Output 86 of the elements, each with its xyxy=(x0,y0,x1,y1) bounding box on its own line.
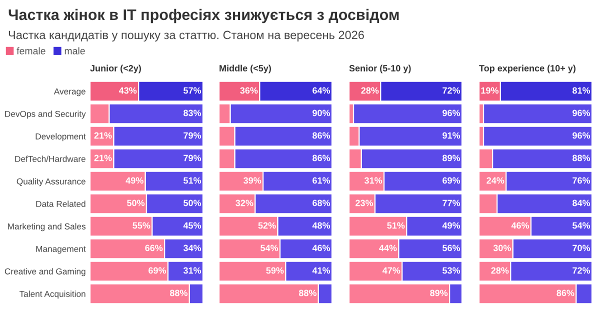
data-label: 91% xyxy=(442,132,460,139)
data-label: 70% xyxy=(572,244,590,252)
data-label: 61% xyxy=(312,177,330,184)
data-label: 34% xyxy=(183,244,202,252)
data-label: 31% xyxy=(364,177,382,184)
y-tick-label: Average xyxy=(54,88,86,96)
text: Частка кандидатів у пошуку за статтю. Станом на вересень 2026 xyxy=(8,30,364,42)
data-label: 36% xyxy=(240,87,258,94)
bar xyxy=(482,126,592,147)
data-label: 81% xyxy=(572,87,590,94)
data-label: 59% xyxy=(266,267,284,274)
data-label: 44% xyxy=(379,244,397,252)
data-label: 19% xyxy=(481,87,499,94)
data-label: 21% xyxy=(94,132,112,139)
data-label: 89% xyxy=(430,290,448,296)
data-label: 72% xyxy=(572,267,590,274)
data-label: 55% xyxy=(132,222,150,229)
data-label: 88% xyxy=(572,154,590,162)
data-label: 86% xyxy=(312,132,330,139)
data-label: 24% xyxy=(486,177,504,184)
y-tick-label: Creative and Gaming xyxy=(4,268,86,276)
data-label: 79% xyxy=(184,154,202,162)
data-label: 49% xyxy=(442,222,460,229)
data-label: 50% xyxy=(184,200,202,206)
legend-label: male xyxy=(64,47,85,54)
text: Частка жінок в IT професіях знижується з досвідом xyxy=(8,8,399,24)
data-label: 49% xyxy=(126,177,144,184)
data-label: 96% xyxy=(442,110,460,116)
y-tick-label: Talent Acquisition xyxy=(19,290,86,299)
data-label: 31% xyxy=(183,267,202,274)
data-label: 51% xyxy=(184,177,202,184)
data-label: 54% xyxy=(572,222,590,229)
data-label: 77% xyxy=(442,200,460,206)
bar xyxy=(482,103,592,124)
data-label: 30% xyxy=(493,244,511,252)
data-label: 96% xyxy=(572,132,590,139)
chart-title: Senior (5-10 y) xyxy=(349,64,411,74)
data-label: 79% xyxy=(184,132,202,139)
data-label: 86% xyxy=(312,154,330,162)
data-label: 76% xyxy=(572,177,590,184)
data-label: 56% xyxy=(442,244,460,252)
data-label: 46% xyxy=(312,244,330,252)
data-label: 23% xyxy=(356,200,374,206)
data-label: 45% xyxy=(183,222,202,229)
data-label: 39% xyxy=(244,177,262,184)
data-label: 46% xyxy=(511,222,530,229)
y-tick-label: Quality Assurance xyxy=(16,178,86,186)
data-label: 28% xyxy=(491,267,509,274)
y-tick-label: DefTech/Hardware xyxy=(15,156,86,162)
data-label: 66% xyxy=(145,244,163,252)
data-label: 53% xyxy=(442,267,460,274)
data-label: 41% xyxy=(312,267,330,274)
data-label: 69% xyxy=(442,177,460,184)
chart-title: Top experience (10+ y) xyxy=(479,64,576,74)
y-tick-label: DevOps and Security xyxy=(5,110,86,119)
data-label: 21% xyxy=(94,154,112,162)
data-label: 84% xyxy=(572,200,590,206)
data-label: 69% xyxy=(148,267,166,274)
data-label: 52% xyxy=(258,222,276,229)
data-label: 89% xyxy=(442,154,460,162)
data-label: 43% xyxy=(118,87,137,94)
data-label: 86% xyxy=(556,290,574,296)
data-label: 47% xyxy=(382,267,400,274)
data-label: 32% xyxy=(236,200,254,206)
data-label: 57% xyxy=(184,87,202,94)
bar xyxy=(352,103,462,124)
data-label: 72% xyxy=(442,87,460,94)
data-label: 96% xyxy=(572,110,590,116)
y-tick-label: Management xyxy=(36,246,86,254)
chart-title: Junior (<2y) xyxy=(90,64,141,74)
data-label: 54% xyxy=(260,244,278,252)
data-label: 68% xyxy=(312,200,330,206)
data-label: 48% xyxy=(312,222,330,229)
data-label: 88% xyxy=(170,290,188,296)
data-label: 51% xyxy=(387,222,405,229)
data-label: 88% xyxy=(298,290,317,296)
data-label: 28% xyxy=(361,87,379,94)
y-tick-label: Marketing and Sales xyxy=(8,223,86,232)
data-label: 50% xyxy=(127,200,145,206)
data-label: 64% xyxy=(312,87,330,94)
y-tick-label: Development xyxy=(36,133,86,142)
legend-label: female xyxy=(16,47,46,54)
y-tick-label: Data Related xyxy=(36,200,86,207)
chart-title: Middle (<5y) xyxy=(220,64,271,74)
data-label: 83% xyxy=(184,110,202,116)
data-label: 90% xyxy=(312,110,330,116)
